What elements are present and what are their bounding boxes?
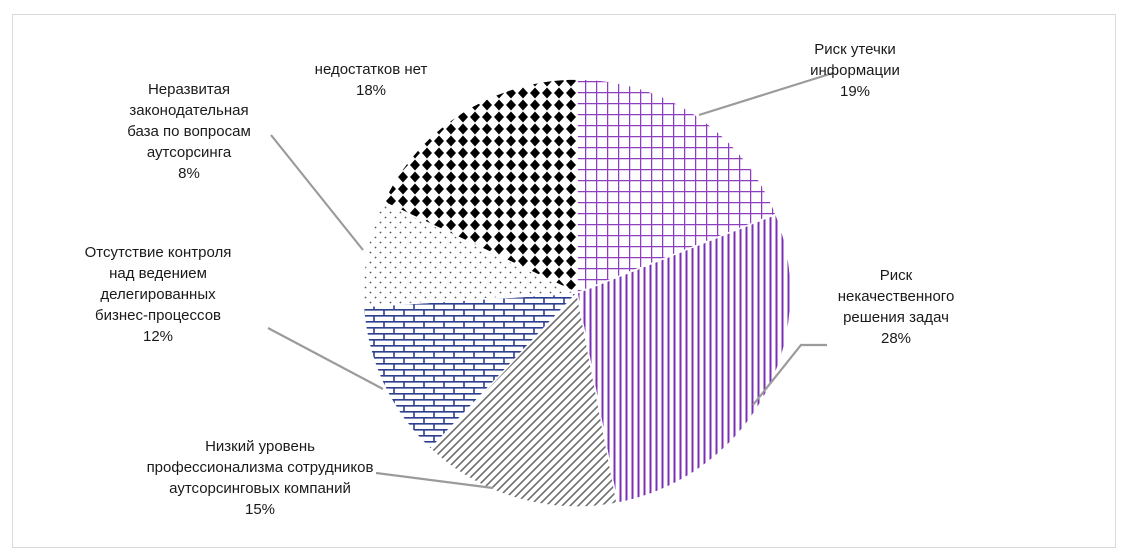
leader-line — [270, 134, 364, 251]
leader-line — [698, 71, 834, 117]
slice-label: Риск некачественного решения задач 28% — [838, 267, 955, 347]
slice-label: Отсутствие контроля над ведением делегиров… — [85, 244, 232, 345]
leader-line — [267, 327, 384, 390]
slice-label: Низкий уровень профессионализма сотрудник… — [147, 438, 374, 518]
leader-line — [375, 471, 494, 490]
pie-slice — [362, 200, 578, 308]
pie-slice — [576, 213, 792, 505]
pie-slice — [382, 78, 578, 295]
leader-line — [752, 343, 827, 406]
pie-slice — [362, 292, 579, 451]
chart-frame: Риск утечки информации 19% Риск некачественн… — [12, 14, 1116, 548]
pie-slice — [429, 291, 618, 508]
slice-label: Риск утечки информации 19% — [810, 41, 900, 100]
pie-chart: Риск утечки информации 19% Риск некачественн… — [85, 41, 955, 518]
slice-label: недостатков нет 18% — [315, 61, 428, 99]
pie-slice — [576, 78, 777, 295]
slice-label: Неразвитая законодательная база по вопроса… — [127, 81, 251, 182]
